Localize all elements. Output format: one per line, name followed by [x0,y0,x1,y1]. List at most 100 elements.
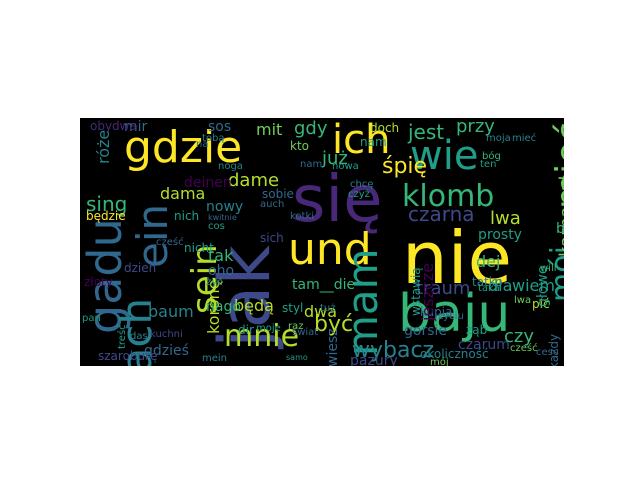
cloud-word: traum [416,278,471,299]
cloud-word: kupią [420,305,453,319]
cloud-word: pazury [350,353,398,366]
cloud-word: nicht [184,241,214,255]
cloud-word: lwa [490,208,521,229]
cloud-word: nie [402,216,512,300]
cloud-word: oho [208,263,235,279]
cloud-word: czarum [458,337,510,353]
cloud-word: mir [124,119,148,135]
cloud-word: baum [148,302,194,321]
cloud-word: cześć [510,343,538,354]
cloud-word: prosty [478,227,522,243]
cloud-word: gdy [294,118,328,139]
cloud-word: dla [488,276,513,295]
cloud-word: das [130,331,148,342]
cloud-word: ich [332,118,391,163]
cloud-word: dama [160,184,206,203]
cloud-word: baju [398,284,511,344]
cloud-word: gdzie [124,122,243,173]
cloud-word: dej [476,252,501,271]
cloud-word: nowy [206,199,244,215]
cloud-word: deinen [184,175,232,191]
cloud-word: czarna [408,202,475,226]
cloud-word: kuchni [150,329,183,340]
cloud-word: nago [206,299,241,315]
cloud-word: tuż [320,303,336,314]
cloud-word: pić [532,297,550,311]
cloud-word: cesc [536,347,559,358]
cloud-word: karnawał [556,175,564,258]
cloud-word: przy [456,118,495,137]
cloud-word: mieć [512,133,537,144]
cloud-word: moja [486,133,511,144]
cloud-word: nich [174,209,200,223]
cloud-word: tam__die [292,277,356,293]
cloud-word: obydwa [90,119,137,133]
cloud-word: samo [286,353,308,362]
cloud-word: dzień [124,261,157,275]
cloud-word: sos [208,119,232,135]
cloud-word: będą [234,296,274,315]
cloud-word: szaroburę [98,349,158,363]
cloud-word: nam [300,159,323,170]
cloud-word: tatko [472,275,503,289]
cloud-word: lwa [514,295,532,306]
cloud-word: ten [480,159,497,170]
cloud-word: już [322,148,348,169]
cloud-word: żyć [206,277,223,288]
cloud-word: treść [117,324,128,349]
cloud-word: chcę [350,179,374,190]
cloud-word: wie [410,133,479,179]
cloud-word: noga [218,161,243,172]
cloud-word: gdzieś [144,343,189,359]
cloud-word: być [314,312,354,337]
cloud-word: sobie [262,187,294,201]
cloud-word: nowa [332,161,359,172]
cloud-word: okoliczność [420,347,489,361]
cloud-word: dir [238,323,254,337]
cloud-word: dame [228,170,280,191]
cloud-word: mein [202,353,228,364]
cloud-word: na [196,139,209,150]
cloud-word: auch [260,199,285,210]
cloud-word: czy [504,326,534,347]
cloud-word: doch [370,121,400,135]
cloud-word: czyż [348,189,370,200]
cloud-word: sich [260,231,284,245]
cloud-word: tobą [202,133,225,144]
cloud-word: raz [288,321,304,332]
cloud-word: bon [556,221,564,237]
cloud-word: mnie [224,319,300,354]
cloud-word: und [288,224,372,275]
cloud-word: taka [478,283,500,294]
cloud-word: moje [256,323,281,334]
cloud-word: klomb [402,179,495,214]
cloud-word: róże [94,129,113,164]
cloud-word: styl [282,301,304,315]
cloud-word: nam [360,135,387,149]
cloud-word: gorsie [404,323,448,339]
cloud-word: złoty [84,275,113,289]
word-cloud: nie się jak baju und gdzie gadu gach ein wie ich ma… [80,118,564,366]
cloud-word: się [292,163,383,237]
cloud-word: cześć [156,237,184,248]
cloud-word: świat [292,327,319,338]
cloud-word: mit [256,120,283,139]
cloud-word: wiesz [325,328,341,366]
cloud-word: tak [208,246,234,265]
cloud-word: kotki [290,211,315,222]
cloud-word: sing [86,192,128,216]
cloud-word: życiu [438,311,464,322]
cloud-word: bóg [482,151,501,162]
cloud-word: kto [290,139,309,153]
cloud-word: kwitnie [208,213,237,222]
cloud-word: wybacz [352,338,435,363]
cloud-word: pan [82,313,101,324]
cloud-word: wiem [512,276,555,295]
cloud-word: ząb [466,323,488,337]
cloud-word: cos [208,221,225,232]
cloud-word: wstawią [409,267,423,317]
cloud-word: kazdy [547,334,561,366]
cloud-word: będzie [86,209,126,223]
cloud-word: will [540,263,557,274]
cloud-word: mój [430,357,449,367]
